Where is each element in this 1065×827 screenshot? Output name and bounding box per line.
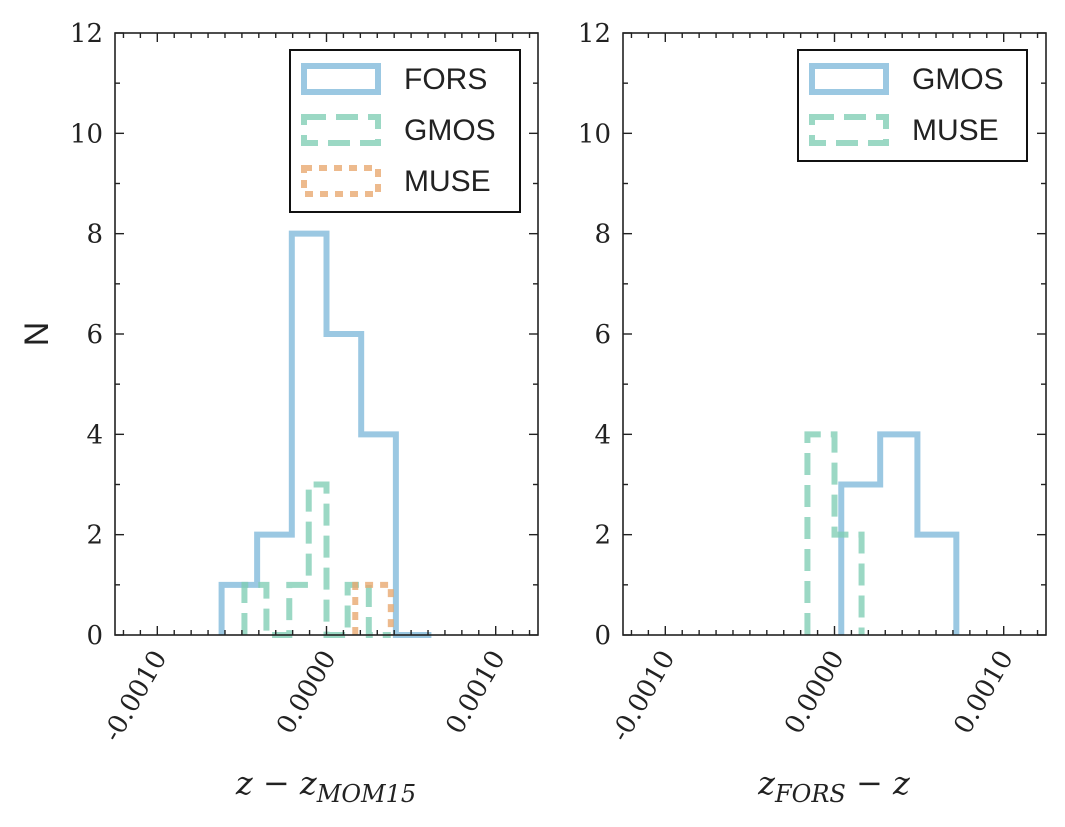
right-ytick-label: 2 xyxy=(594,521,611,551)
right-ytick-label: 10 xyxy=(578,119,611,149)
right-ytick-label: 8 xyxy=(594,220,611,250)
left-ytick-label: 0 xyxy=(86,621,103,651)
right-ytick-label: 6 xyxy=(594,320,611,350)
right-x-axis-label-sub: FORS xyxy=(774,780,846,808)
right-histogram-marks xyxy=(804,431,960,635)
left-xtick-label: 0.0000 xyxy=(271,646,342,740)
legend-label-muse: MUSE xyxy=(912,114,999,147)
right-ytick-label: 12 xyxy=(578,19,611,49)
right-x-axis-label-main-b: − z xyxy=(846,764,911,802)
left-x-axis-label: z − zMOM15 xyxy=(235,764,416,808)
right-axes-frame xyxy=(622,32,1047,636)
left-hist-fors xyxy=(218,230,432,638)
left-axes-frame xyxy=(114,32,539,636)
legend-swatch-muse xyxy=(301,165,381,197)
right-xtick-label: -0.0010 xyxy=(605,646,681,747)
right-hist-muse xyxy=(804,431,865,635)
right-xtick-label: 0.0000 xyxy=(779,646,850,740)
left-ytick-label: 8 xyxy=(86,220,103,250)
left-ytick-label: 12 xyxy=(70,19,103,49)
left-legend: FORS GMOS MUSE xyxy=(289,49,521,213)
right-xtick-label: 0.0010 xyxy=(948,646,1019,740)
legend-swatch-fors xyxy=(301,63,381,95)
left-x-axis-label-main: z − z xyxy=(235,764,318,802)
right-x-axis-label: zFORS − z xyxy=(757,764,911,808)
legend-swatch-muse xyxy=(809,114,889,146)
right-ytick-label: 0 xyxy=(594,621,611,651)
left-hist-gmos xyxy=(241,481,391,638)
left-xtick-label: -0.0010 xyxy=(97,646,173,747)
legend-label-muse: MUSE xyxy=(404,165,491,198)
left-ytick-label: 10 xyxy=(70,119,103,149)
legend-swatch-gmos xyxy=(301,114,381,146)
left-legend-box xyxy=(289,49,521,213)
left-x-axis-label-sub: MOM15 xyxy=(316,780,416,808)
left-hist-muse xyxy=(352,581,394,635)
left-ytick-label: 6 xyxy=(86,320,103,350)
legend-label-gmos: GMOS xyxy=(404,114,496,147)
legend-label-gmos: GMOS xyxy=(912,63,1004,96)
legend-label-fors: FORS xyxy=(404,63,487,96)
right-panel: 0 2 4 6 8 10 12 -0.0010 0.0000 0.0010 zFORS − z G… xyxy=(578,19,1047,808)
left-panel: 0 2 4 6 8 10 12 -0.0010 0.0000 0.0010 N z − zMOM1… xyxy=(18,19,539,808)
right-legend: GMOS MUSE xyxy=(797,49,1028,162)
left-ytick-label: 2 xyxy=(86,521,103,551)
right-ytick-label: 4 xyxy=(594,420,611,450)
left-y-axis-label: N xyxy=(18,322,56,347)
left-xtick-label: 0.0010 xyxy=(440,646,511,740)
right-x-axis-label-main-a: z xyxy=(757,764,776,802)
right-hist-gmos xyxy=(838,431,960,635)
legend-swatch-gmos xyxy=(809,63,889,95)
left-histogram-marks xyxy=(218,230,432,638)
left-ytick-label: 4 xyxy=(86,420,103,450)
